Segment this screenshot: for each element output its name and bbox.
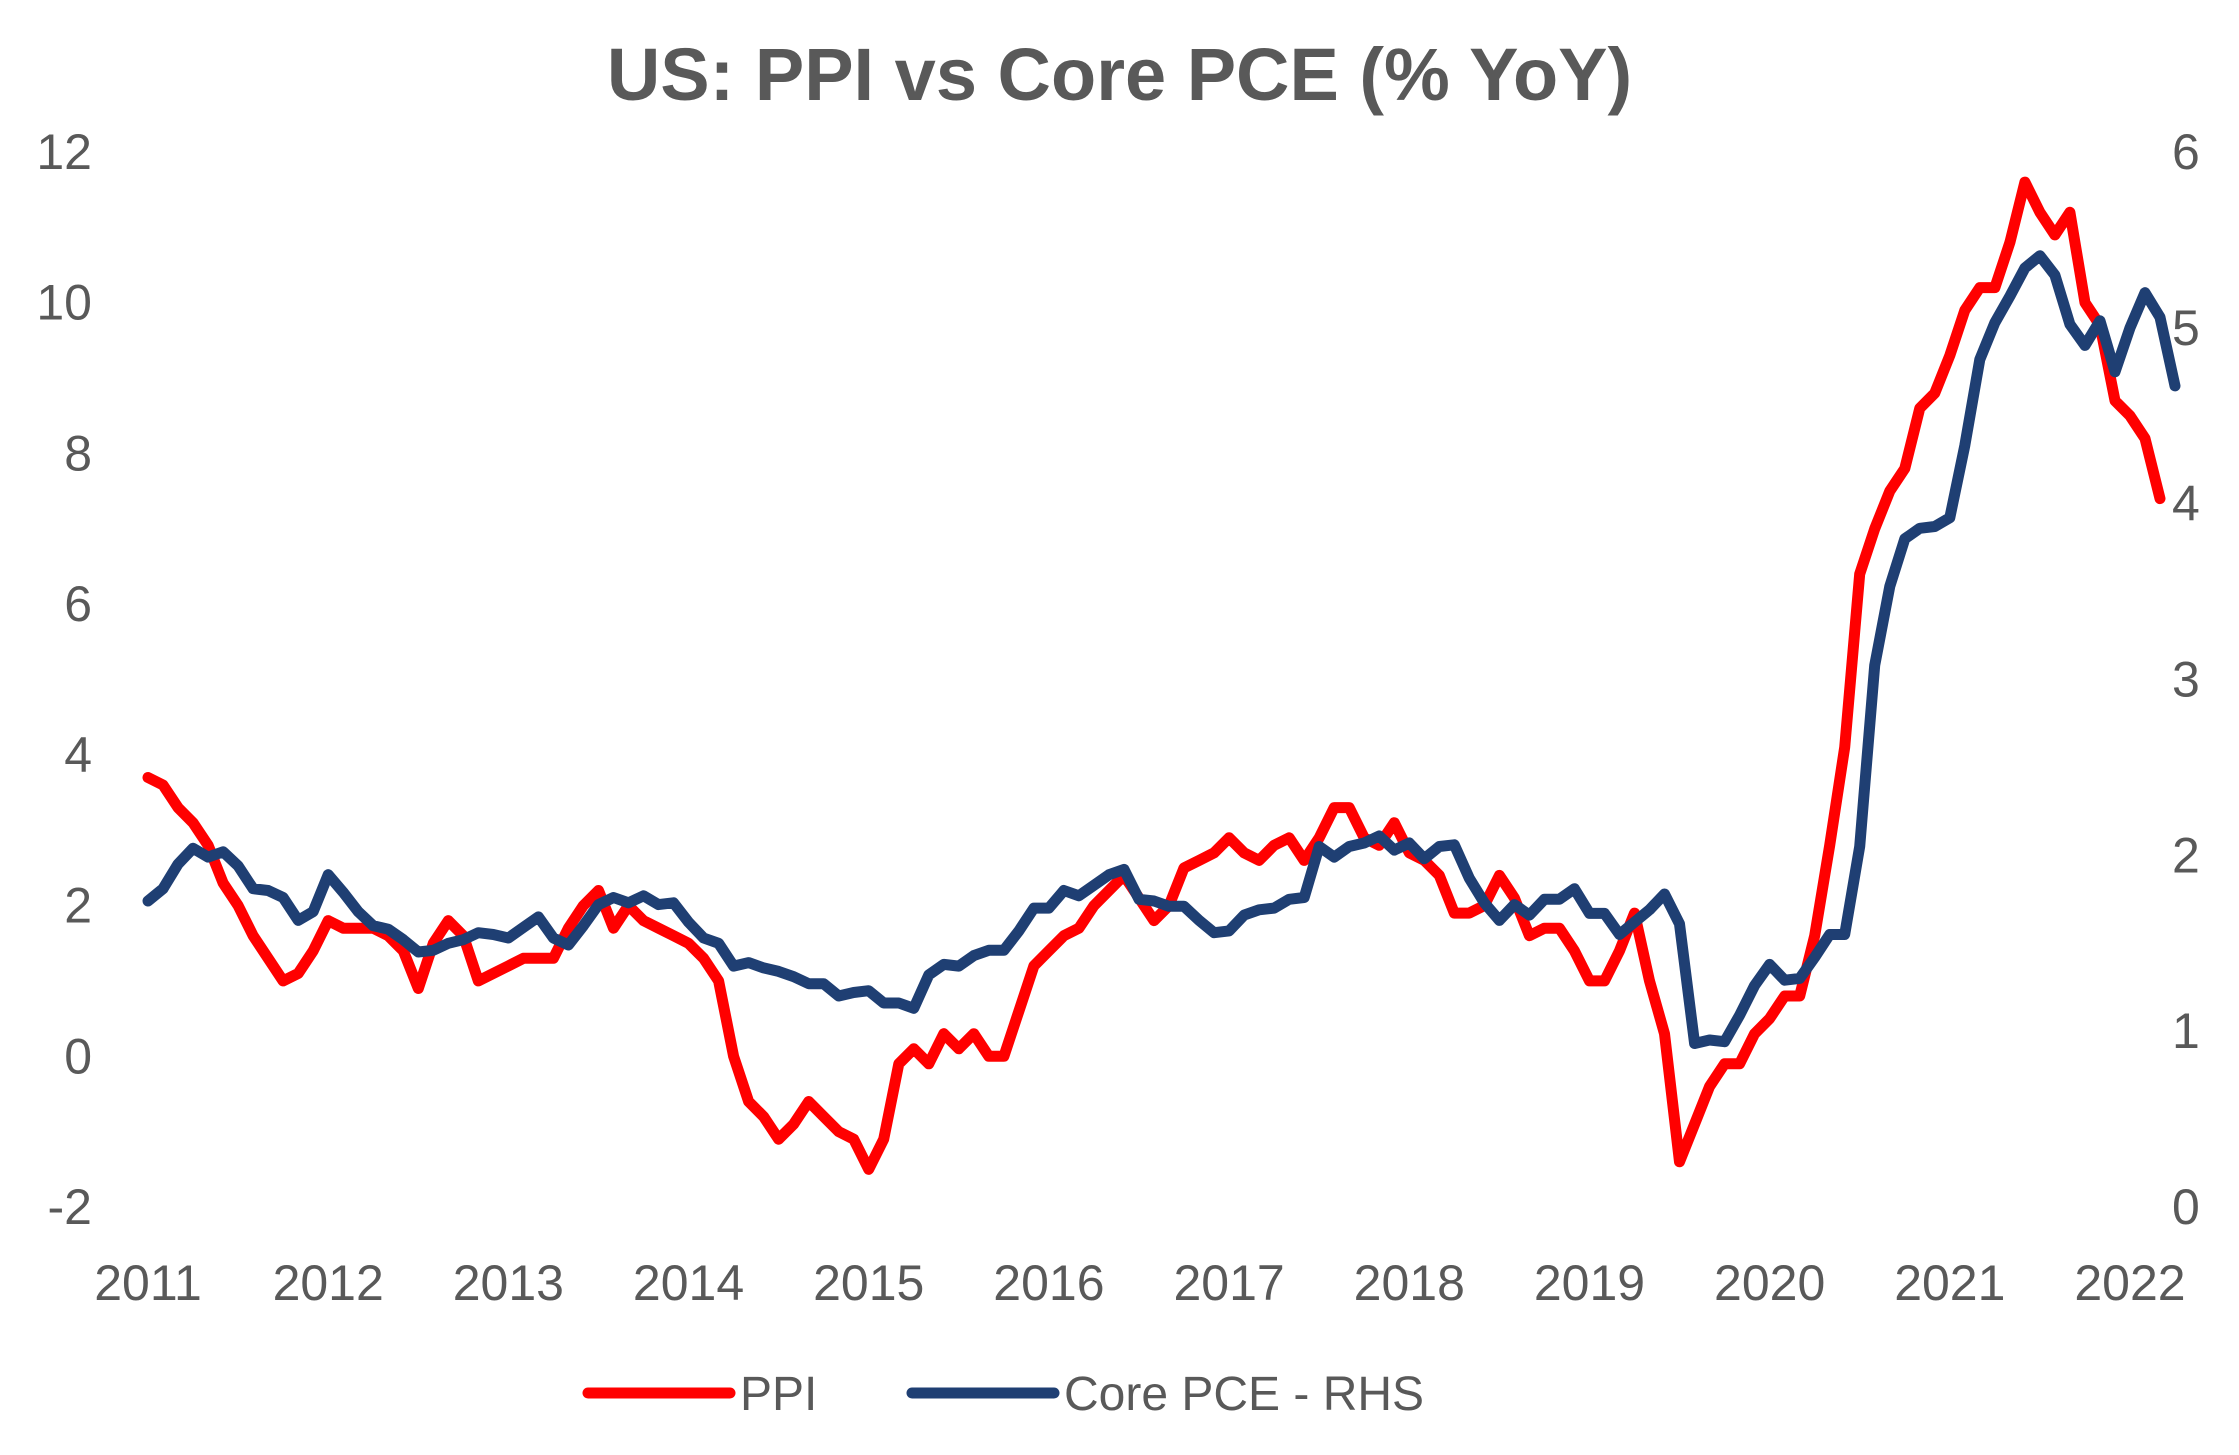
right-axis-tick-label: 0 xyxy=(2172,1179,2200,1235)
left-axis-tick-label: 6 xyxy=(64,576,92,632)
chart-title: US: PPI vs Core PCE (% YoY) xyxy=(606,33,1633,116)
right-axis-tick-label: 5 xyxy=(2172,300,2200,356)
right-axis-ticks: 0 1 2 3 4 5 6 xyxy=(2172,124,2200,1235)
x-axis-tick-label: 2012 xyxy=(273,1255,384,1311)
right-axis-tick-label: 3 xyxy=(2172,652,2200,708)
x-axis-tick-label: 2022 xyxy=(2074,1255,2185,1311)
right-axis-tick-label: 2 xyxy=(2172,827,2200,883)
x-axis-tick-label: 2014 xyxy=(633,1255,744,1311)
series-line-ppi xyxy=(142,176,2166,1175)
x-axis-tick-label: 2013 xyxy=(453,1255,564,1311)
left-axis-tick-label: 4 xyxy=(64,727,92,783)
x-axis-tick-label: 2017 xyxy=(1173,1255,1284,1311)
left-axis-tick-label: 10 xyxy=(36,275,92,331)
left-axis-tick-label: 12 xyxy=(36,124,92,180)
series-line-core-pce-rhs xyxy=(142,250,2181,1049)
left-axis-tick-label: 2 xyxy=(64,878,92,934)
right-axis-tick-label: 4 xyxy=(2172,476,2200,532)
legend-label: Core PCE - RHS xyxy=(1064,1368,1424,1421)
x-axis-tick-label: 2021 xyxy=(1894,1255,2005,1311)
series-layer xyxy=(142,176,2181,1175)
right-axis-tick-label: 6 xyxy=(2172,124,2200,180)
x-axis-tick-label: 2011 xyxy=(94,1255,202,1311)
x-axis-tick-label: 2015 xyxy=(813,1255,924,1311)
right-axis-tick-label: 1 xyxy=(2172,1003,2200,1059)
x-axis-tick-label: 2019 xyxy=(1534,1255,1645,1311)
x-axis-tick-label: 2020 xyxy=(1714,1255,1825,1311)
left-axis-ticks: -2 0 2 4 6 8 10 12 xyxy=(36,124,92,1235)
left-axis-tick-label: 8 xyxy=(64,425,92,481)
legend-label: PPI xyxy=(740,1368,817,1421)
left-axis-tick-label: -2 xyxy=(48,1179,92,1235)
left-axis-tick-label: 0 xyxy=(64,1028,92,1084)
x-axis-tick-label: 2018 xyxy=(1354,1255,1465,1311)
legend: PPI Core PCE - RHS xyxy=(582,1368,1424,1421)
x-axis-tick-label: 2016 xyxy=(993,1255,1104,1311)
x-axis-ticks: 2011 2012 2013 2014 2015 2016 2017 2018 2019 2020… xyxy=(94,1255,2185,1311)
